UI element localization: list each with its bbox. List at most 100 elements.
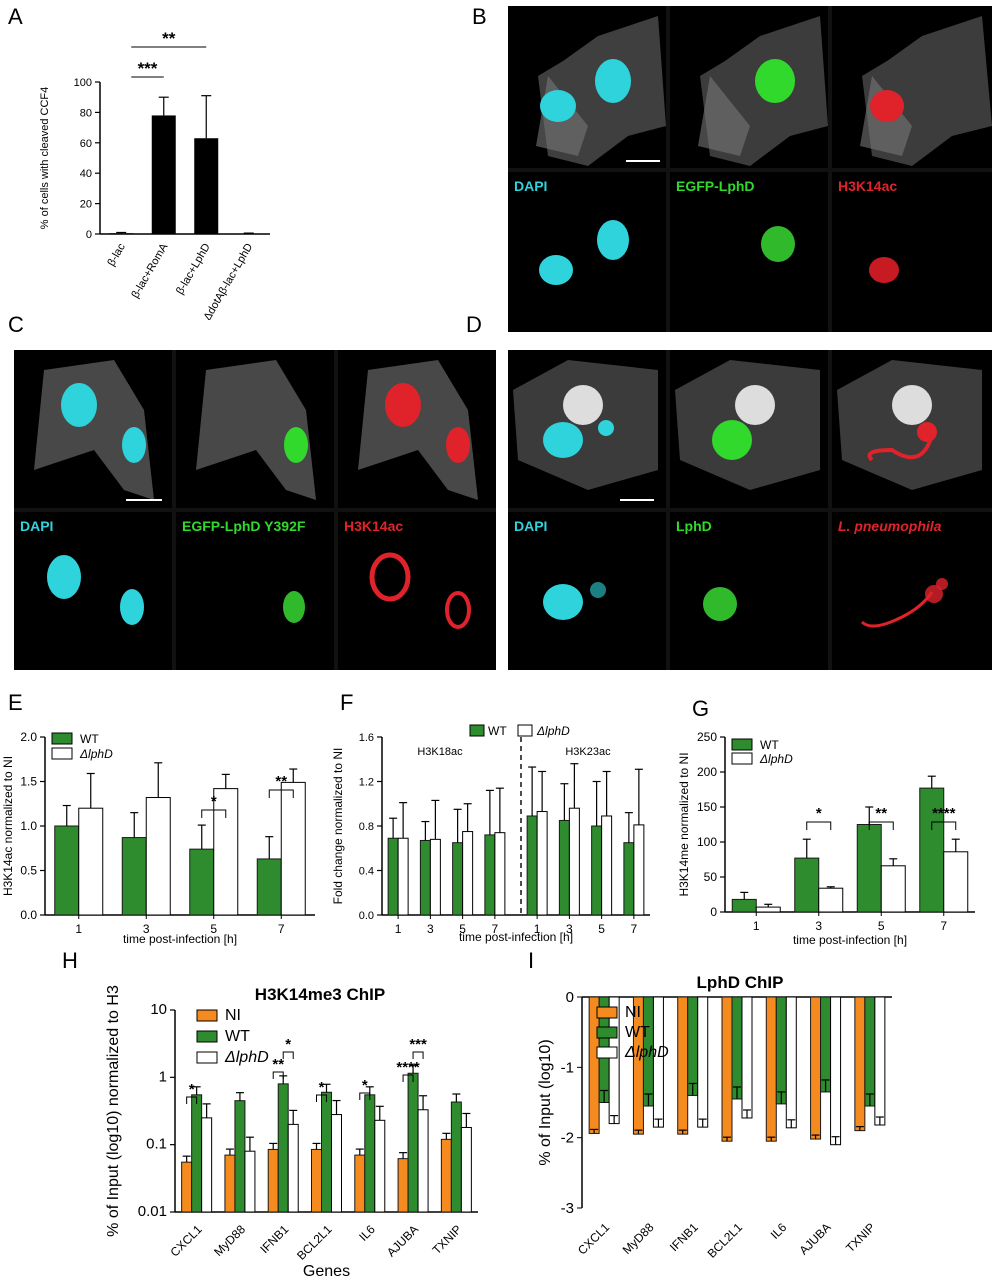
x-tick-label: ΔdotAβ-lac+LphD	[202, 241, 256, 320]
microscopy-panel-d: DAPI LphD L. pneumophila	[508, 350, 992, 670]
y-tick-label: -3	[561, 1200, 574, 1217]
legend-label: NI	[625, 1004, 641, 1021]
y-axis-label: H3K14me normalized to NI	[677, 752, 691, 896]
group-label: H3K18ac	[417, 746, 463, 758]
dapi-label: DAPI	[514, 518, 548, 534]
bar	[810, 996, 822, 1140]
x-tick-label: 3	[566, 922, 573, 936]
legend-swatch	[51, 747, 73, 760]
bar	[818, 887, 844, 913]
cell-image	[698, 16, 828, 166]
bar	[280, 781, 306, 916]
x-tick-label: IFNB1	[257, 1222, 291, 1256]
legend-label: WT	[488, 724, 507, 738]
legend-label: ΔlphD	[759, 752, 793, 766]
chart-f: 0.0 0.4 0.8 1.2 1.6 Fold change normalized to…	[331, 724, 650, 944]
x-tick-label: β-lac+RomA	[129, 241, 170, 300]
bar	[731, 996, 743, 1100]
significance-label: *	[211, 793, 217, 810]
h3k14ac-image: H3K14ac	[338, 512, 496, 670]
significance-label: ***	[138, 59, 158, 78]
bar	[536, 811, 548, 916]
bar	[387, 837, 399, 916]
bar	[880, 865, 906, 913]
y-tick-label: 0.1	[146, 1136, 167, 1153]
y-tick-label: 80	[80, 107, 92, 119]
legend-swatch	[469, 724, 485, 737]
y-tick-label: 200	[697, 765, 717, 779]
egfp-merge-image	[670, 6, 828, 168]
x-tick-label: 7	[940, 919, 947, 933]
bar	[429, 838, 441, 916]
bar	[785, 996, 797, 1129]
bar	[224, 1154, 236, 1213]
panel-label-b: B	[472, 4, 487, 29]
significance-label: *	[362, 1077, 368, 1094]
bar	[419, 839, 431, 916]
panel-label-a: A	[8, 4, 23, 29]
x-tick-label: 5	[598, 922, 605, 936]
bar	[943, 851, 969, 913]
significance-label: **	[275, 773, 287, 790]
x-axis-label: time post-infection [h]	[793, 933, 907, 947]
x-tick-label: CXCL1	[575, 1220, 612, 1257]
bar	[277, 1083, 289, 1213]
significance-label: **	[875, 805, 887, 822]
bar	[830, 996, 842, 1146]
egfp-lphd-y392f-label: EGFP-LphD Y392F	[182, 518, 306, 534]
chart-title: H3K14me3 ChIP	[255, 985, 385, 1004]
x-tick-label: BCL2L1	[294, 1222, 335, 1263]
bar	[526, 815, 538, 916]
x-tick-label: TXNIP	[430, 1222, 465, 1257]
y-tick-label: 20	[80, 199, 92, 211]
y-axis-label: % of Input (log10) normalized to H3	[105, 985, 122, 1237]
merge-image	[508, 6, 666, 168]
y-tick-label: 10	[150, 1001, 167, 1018]
significance-bracket	[931, 821, 957, 830]
legend-label: ΔlphD	[624, 1044, 669, 1061]
bar	[856, 824, 882, 913]
legend-label: ΔlphD	[224, 1049, 269, 1066]
dapi-image: DAPI	[508, 512, 666, 670]
y-tick-label: 0.01	[138, 1203, 167, 1220]
legend-label: WT	[80, 732, 99, 746]
bar	[374, 1119, 386, 1213]
bar	[677, 996, 689, 1135]
bar	[919, 787, 945, 913]
bar	[450, 1101, 462, 1213]
bar	[874, 996, 886, 1126]
x-tick-label: β-lac	[105, 241, 128, 268]
y-axis-label: % of cells with cleaved CCF4	[39, 87, 51, 229]
y-tick-label: 0.5	[20, 864, 37, 878]
legend-swatch	[596, 1046, 618, 1059]
legend-swatch	[517, 724, 533, 737]
merge-image	[508, 350, 666, 508]
bar	[121, 837, 147, 916]
y-tick-label: 50	[704, 870, 718, 884]
x-axis-label: time post-infection [h]	[123, 932, 237, 946]
bar	[331, 1114, 342, 1213]
legend-label: WT	[625, 1024, 650, 1041]
bar	[687, 996, 699, 1096]
bar	[256, 858, 282, 916]
y-tick-label: 60	[80, 138, 92, 150]
x-axis-label: Genes	[303, 1263, 350, 1280]
significance-bracket	[268, 789, 294, 798]
y-tick-label: 0.0	[359, 910, 374, 922]
y-tick-label: 40	[80, 168, 92, 180]
legionella-merge-image	[832, 350, 992, 508]
chart-i: -3 -2 -1 0 % of Input (log10) LphD ChIP CXCL1 M…	[537, 973, 892, 1261]
h3k14ac-label: H3K14ac	[344, 518, 404, 534]
bar	[194, 138, 219, 234]
chart-e: 0.0 0.5 1.0 1.5 2.0 H3K14ac normalized to NI t…	[1, 730, 315, 946]
h3k14ac-merge-image	[338, 350, 496, 508]
y-tick-label: 0.0	[20, 908, 37, 922]
significance-bracket	[186, 1096, 198, 1104]
chart-a: 0 20 40 60 80 100 % of cells with cleaved CCF4…	[39, 29, 270, 320]
y-tick-label: 150	[697, 800, 717, 814]
bar	[151, 115, 176, 234]
panel-label-g: G	[692, 696, 710, 721]
bar	[652, 996, 664, 1128]
significance-bracket	[316, 1094, 327, 1102]
bar	[623, 842, 635, 916]
